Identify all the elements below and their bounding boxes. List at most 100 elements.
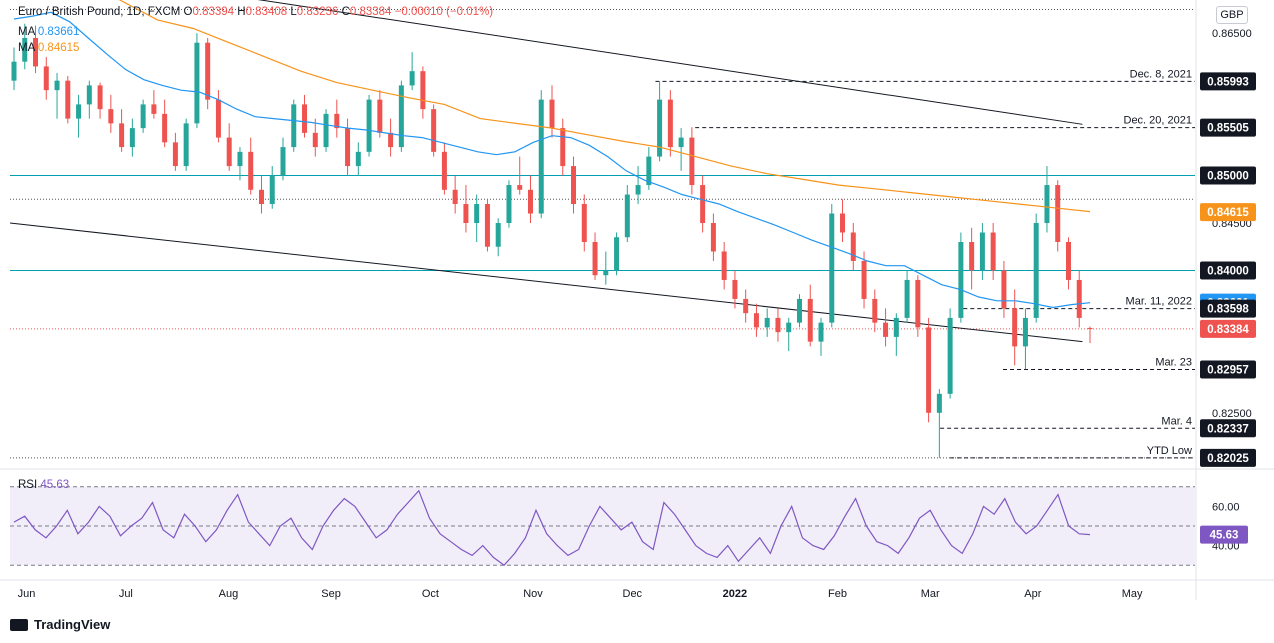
price-label-0: 0.85993 <box>1207 76 1249 88</box>
candle-body <box>388 132 394 148</box>
price-label-box-4 <box>1200 261 1256 280</box>
candle-body <box>614 237 620 271</box>
candle-body <box>753 313 759 328</box>
moving-averages <box>13 0 1091 309</box>
candle-body <box>624 194 630 238</box>
candle-body <box>581 204 587 242</box>
price-label-box-10 <box>1200 448 1256 467</box>
candle-body <box>366 99 372 152</box>
candle-body <box>11 61 17 81</box>
time-tick-8: Feb <box>828 588 847 600</box>
candle-body <box>829 213 835 323</box>
candle-body <box>215 99 221 138</box>
rsi-tick-0: 60.00 <box>1212 501 1240 513</box>
candle-body <box>140 104 146 129</box>
price-label-2: 0.85000 <box>1207 171 1249 183</box>
candle-body <box>721 251 727 280</box>
candle-body <box>474 204 480 224</box>
candle-body <box>129 128 135 148</box>
candle-body <box>592 241 598 276</box>
ma2-legend[interactable]: MA 0.84615 <box>18 42 79 54</box>
candle-body <box>872 298 878 323</box>
price-tick-2: 0.82500 <box>1212 408 1252 420</box>
candle-body <box>689 137 695 186</box>
candle-body <box>796 298 802 323</box>
candle-body <box>33 37 39 67</box>
candle-body <box>603 270 609 276</box>
candle-body <box>452 189 458 205</box>
level-note-4: Mar. 4 <box>1161 415 1192 427</box>
trendline-0 <box>257 0 1083 125</box>
candle-body <box>947 317 953 394</box>
candle-body <box>345 128 351 167</box>
price-label-box-7 <box>1200 319 1256 338</box>
candle-body <box>926 327 932 413</box>
candle-body <box>850 232 856 261</box>
time-tick-7: 2022 <box>723 588 747 600</box>
candle-body <box>743 298 749 314</box>
high-label: H <box>237 6 246 18</box>
candle-body <box>43 66 49 91</box>
candle-body <box>484 204 490 247</box>
candle-body <box>194 42 200 124</box>
brand-label: TradingView <box>34 617 111 632</box>
candle-body <box>291 104 297 148</box>
candle-body <box>97 85 103 110</box>
symbol-label: Euro / British Pound, 1D, FXCM <box>18 6 181 18</box>
trendline-1 <box>9 222 1083 343</box>
candle-body <box>1001 270 1007 309</box>
candle-body <box>248 151 254 190</box>
time-tick-11: May <box>1122 588 1143 600</box>
price-tick-0: 0.86500 <box>1212 28 1252 40</box>
candle-body <box>646 156 652 186</box>
price-label-9: 0.82337 <box>1207 423 1249 435</box>
candle-body <box>936 393 942 413</box>
candle-body <box>76 104 82 119</box>
candle-body <box>818 322 824 342</box>
ma1-legend[interactable]: MA 0.83661 <box>18 26 79 38</box>
candle-body <box>237 151 243 167</box>
candle-body <box>667 99 673 148</box>
candle-body <box>571 166 577 205</box>
rsi-tick-1: 40.00 <box>1212 541 1240 553</box>
candle-body <box>420 71 426 110</box>
candle-body <box>527 189 533 214</box>
candle-body <box>840 213 846 233</box>
time-axis[interactable]: Jun Jul Aug Sep Oct Nov Dec 2022 Feb Mar Apr May <box>0 579 1274 600</box>
candle-body <box>108 109 114 124</box>
candle-body <box>678 137 684 148</box>
time-tick-10: Apr <box>1024 588 1041 600</box>
candle-body <box>495 223 501 247</box>
candle-body <box>915 279 921 328</box>
close-label: C <box>341 6 350 18</box>
candle-body <box>398 85 404 148</box>
candle-body <box>893 317 899 337</box>
ma1-value: 0.83661 <box>37 26 80 38</box>
candle-body <box>377 99 383 133</box>
candle-body <box>86 85 92 105</box>
level-note-0: Dec. 8, 2021 <box>1130 68 1192 80</box>
candle-body <box>409 71 415 86</box>
candle-body <box>517 185 523 190</box>
time-tick-6: Dec <box>623 588 643 600</box>
low-label: L <box>290 6 297 18</box>
price-axis[interactable]: 0.865000.845000.825000.870000.859930.855… <box>1195 0 1256 600</box>
rsi-legend[interactable]: RSI 45.63 <box>18 479 69 491</box>
candle-body <box>979 232 985 271</box>
candle-body <box>1012 308 1018 347</box>
candle-body <box>269 175 275 205</box>
candle-body <box>990 232 996 271</box>
candle-body <box>22 37 28 62</box>
rsi-value: 45.63 <box>40 479 70 491</box>
rsi-line <box>13 489 1091 567</box>
candle-body <box>119 123 125 148</box>
change-value: −0.00010 (−0.01%) <box>394 6 494 18</box>
currency-button[interactable]: GBP <box>1216 6 1248 24</box>
candle-body <box>441 151 447 190</box>
candle-body <box>538 99 544 214</box>
tradingview-brand[interactable]: TradingView <box>10 617 110 632</box>
level-note-5: YTD Low <box>1147 445 1192 457</box>
price-label-1: 0.85505 <box>1207 123 1249 135</box>
time-tick-0: Jun <box>18 588 36 600</box>
candle-body <box>226 137 232 167</box>
